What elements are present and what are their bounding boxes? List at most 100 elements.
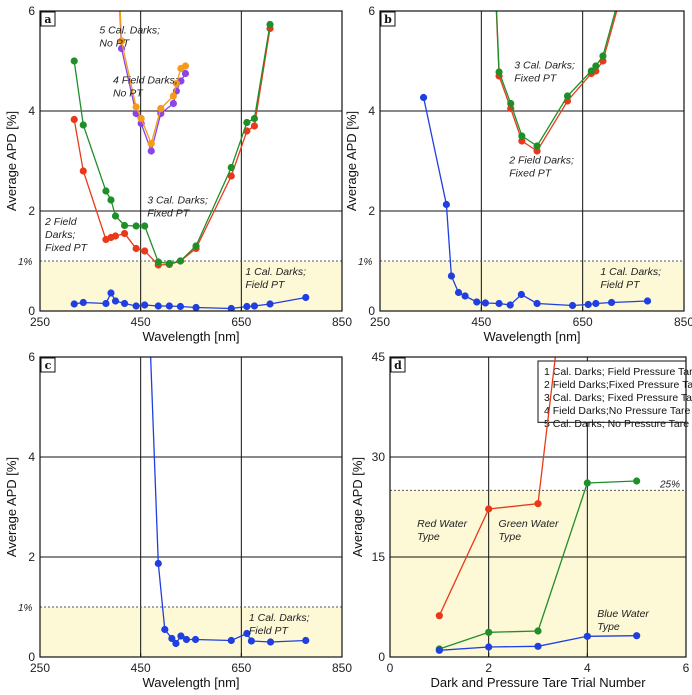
data-point	[79, 167, 87, 175]
data-point	[227, 304, 235, 311]
annotation-line: Blue Water	[597, 608, 649, 620]
annotation-line: Type	[499, 531, 522, 543]
x-tick-label: 6	[683, 661, 690, 675]
x-tick-label: 850	[332, 661, 352, 675]
y-tick-label: 0	[28, 650, 35, 664]
panel-letter-box	[380, 11, 396, 27]
series-group	[70, 11, 310, 311]
data-point	[243, 629, 251, 638]
y-axis-label: Average APD [%]	[4, 111, 19, 211]
annotation-5: 1 Cal. Darks; Field PT	[245, 266, 306, 291]
series-line-1	[438, 357, 556, 616]
plot-frame	[379, 10, 685, 312]
annotation-line: Fixed PT	[147, 208, 191, 220]
data-point	[141, 222, 149, 230]
y-tick-label: 45	[372, 350, 386, 364]
data-point	[79, 121, 87, 129]
x-tick-label: 650	[573, 315, 593, 329]
data-point	[102, 299, 110, 308]
data-point	[120, 299, 129, 308]
data-point	[157, 104, 165, 113]
data-point	[473, 298, 481, 306]
data-point	[607, 298, 616, 307]
y-tick-label: 0	[378, 650, 385, 664]
data-point	[191, 635, 200, 644]
series-group	[435, 357, 641, 654]
data-point	[495, 68, 503, 76]
data-point	[518, 137, 526, 145]
data-point	[250, 122, 259, 130]
reference-label: 1%	[18, 603, 33, 614]
data-point	[192, 242, 200, 250]
plot-frame	[39, 356, 343, 658]
data-point	[481, 299, 489, 307]
x-tick-label: 450	[131, 661, 151, 675]
data-point	[435, 646, 443, 654]
data-point	[533, 142, 541, 150]
annotation-3: Blue Water Type	[597, 608, 649, 633]
data-point	[250, 114, 259, 123]
data-point	[419, 93, 428, 102]
data-point	[111, 297, 120, 305]
data-point	[243, 302, 251, 311]
data-point	[243, 118, 251, 127]
data-point	[615, 2, 622, 9]
x-tick-label: 650	[231, 661, 251, 675]
data-point	[302, 636, 310, 645]
annotation-line: 1 Cal. Darks;	[249, 612, 310, 624]
x-axis-label: Wavelength [nm]	[483, 329, 580, 344]
data-point	[266, 20, 274, 29]
y-axis-label: Average APD [%]	[344, 111, 359, 211]
y-tick-label: 0	[28, 304, 35, 318]
data-point	[517, 290, 525, 299]
x-axis-label: Wavelength [nm]	[142, 329, 239, 344]
data-point	[533, 299, 541, 308]
legend-entry: 1 Cal. Darks; Field Pressure Tare	[544, 366, 692, 378]
y-tick-label: 6	[28, 350, 35, 364]
data-point	[518, 132, 526, 140]
y-tick-label: 0	[368, 304, 375, 318]
annotation-line: Fixed PT	[509, 168, 553, 180]
x-tick-label: 250	[30, 315, 50, 329]
data-point	[592, 62, 600, 70]
annotation-line: 3 Cal. Darks;	[514, 60, 575, 72]
panel-a: 1%5 Cal. Darks; No PT4 Field Darks; No PT3…	[4, 4, 352, 344]
data-point	[154, 258, 162, 266]
data-point	[302, 293, 310, 302]
data-point	[192, 303, 200, 311]
y-tick-label: 2	[28, 550, 35, 564]
annotation-line: Red Water	[417, 518, 467, 530]
y-tick-label: 30	[372, 450, 386, 464]
data-point	[154, 559, 162, 568]
data-point	[70, 300, 78, 308]
threshold-region	[40, 607, 342, 657]
data-point	[172, 79, 181, 88]
data-point	[568, 301, 577, 310]
panel-b: 1%3 Cal. Darks; Fixed PT2 Field Darks; Fix…	[344, 0, 692, 344]
annotation-line: 2 Field Darks;	[508, 155, 574, 167]
annotation-1: 3 Cal. Darks; Fixed PT	[514, 60, 575, 85]
x-axis-label: Wavelength [nm]	[142, 675, 239, 690]
y-axis-label: Average APD [%]	[4, 457, 19, 557]
annotation-line: 4 Field Darks;	[113, 75, 178, 87]
data-point	[583, 632, 591, 640]
data-point	[161, 625, 169, 634]
data-point	[506, 301, 514, 309]
data-point	[563, 92, 572, 100]
annotation-1: 1 Cal. Darks; Field PT	[249, 612, 310, 637]
data-point	[79, 298, 87, 307]
data-point	[141, 247, 149, 255]
data-point	[599, 52, 607, 60]
data-point	[247, 637, 255, 645]
annotation-2: 2 Field Darks; Fixed PT	[508, 155, 574, 180]
data-point	[132, 103, 140, 111]
panel-letter-box	[40, 357, 56, 373]
data-point	[643, 297, 652, 305]
annotation-1: Red Water Type	[417, 518, 467, 543]
panel-letter: d	[394, 359, 402, 372]
data-point	[534, 642, 542, 650]
y-axis-label: Average APD [%]	[350, 457, 365, 557]
data-point	[485, 643, 493, 651]
data-point	[485, 628, 493, 636]
data-point	[615, 0, 622, 5]
